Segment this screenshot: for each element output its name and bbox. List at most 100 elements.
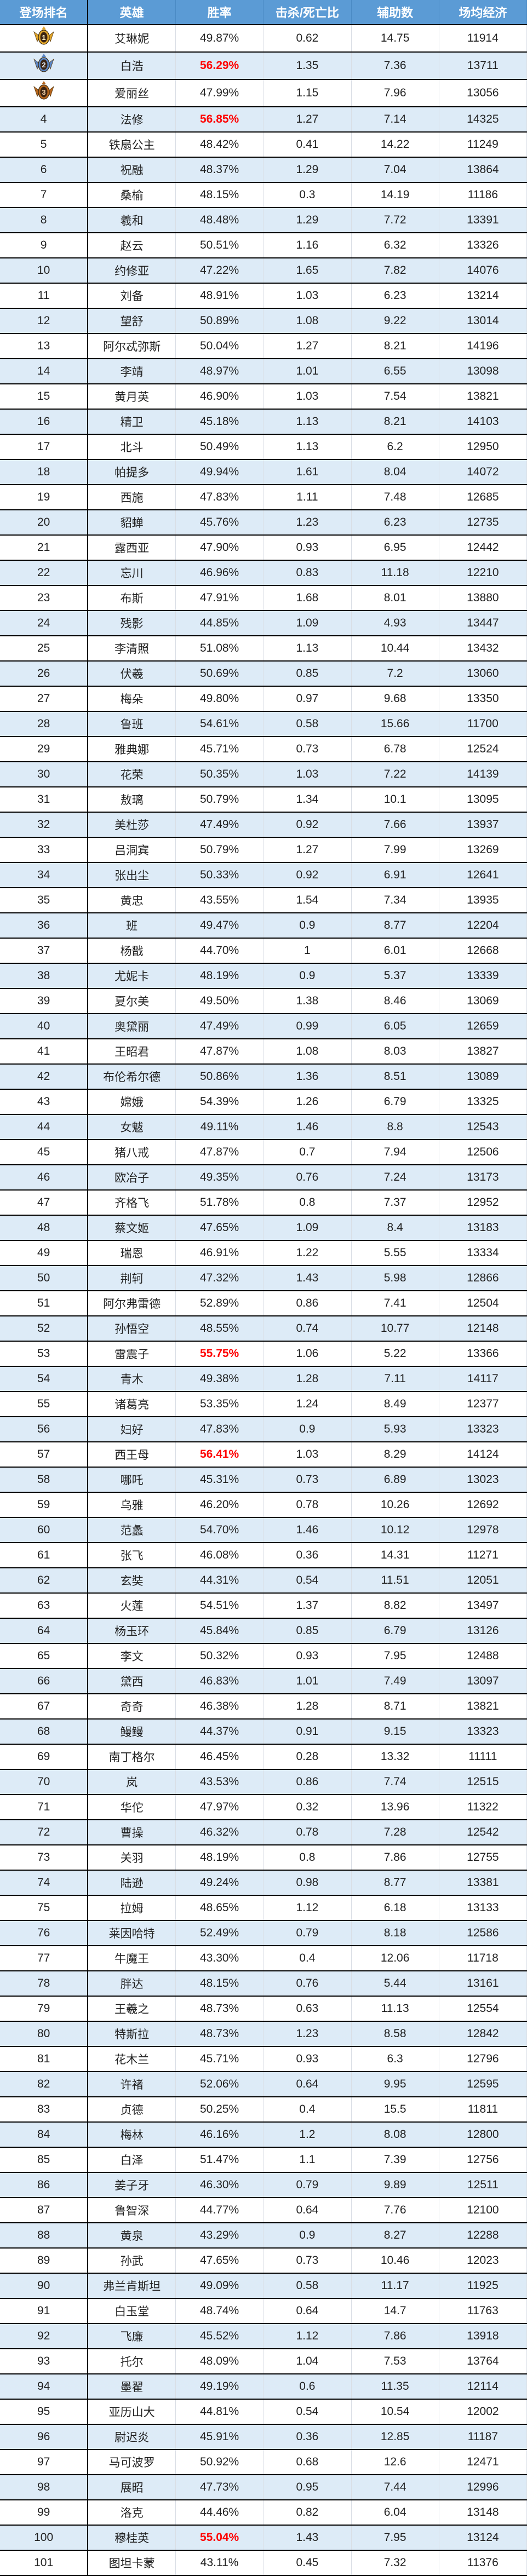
kda-cell: 0.54 [263,2399,352,2424]
rank-cell: 81 [0,2046,89,2072]
header-assists[interactable]: 辅助数 [351,0,439,25]
rank-cell: 5 [0,131,89,157]
economy-cell: 13381 [439,1870,527,1895]
hero-cell: 阿尔忒弥斯 [88,333,176,359]
hero-cell: 齐格飞 [88,1189,176,1215]
table-row: 41 王昭君 47.87% 1.08 8.03 13827 [0,1038,527,1064]
header-win-rate[interactable]: 胜率 [175,0,264,25]
assists-cell: 14.75 [351,24,439,52]
economy-cell: 11763 [439,2298,527,2324]
assists-cell: 6.05 [351,1013,439,1039]
economy-cell: 11249 [439,131,527,157]
kda-cell: 1.03 [263,1441,352,1467]
kda-cell: 1.01 [263,358,352,384]
economy-cell: 13821 [439,1693,527,1719]
rank-cell: 52 [0,1315,89,1341]
economy-cell: 14325 [439,106,527,132]
kda-cell: 1.24 [263,1391,352,1417]
win-rate-cell: 46.32% [175,1819,264,1845]
rank-cell: 79 [0,1996,89,2021]
hero-cell: 羲和 [88,207,176,233]
economy-cell: 13323 [439,1416,527,1442]
win-rate-cell: 47.91% [175,585,264,611]
win-rate-cell: 48.15% [175,1970,264,1996]
economy-cell: 13937 [439,812,527,837]
win-rate-cell: 50.86% [175,1063,264,1089]
win-rate-cell: 47.32% [175,1265,264,1291]
hero-cell: 敖璃 [88,786,176,812]
kda-cell: 0.62 [263,24,352,52]
assists-cell: 9.15 [351,1718,439,1744]
rank-cell: 74 [0,1870,89,1895]
assists-cell: 9.89 [351,2172,439,2198]
table-row: 31 敖璃 50.79% 1.34 10.1 13095 [0,786,527,812]
kda-cell: 1.12 [263,2323,352,2349]
header-hero[interactable]: 英雄 [88,0,176,25]
hero-cell: 欧冶子 [88,1164,176,1190]
kda-cell: 0.9 [263,912,352,938]
rank-cell: 69 [0,1744,89,1769]
hero-cell: 展昭 [88,2474,176,2500]
rank-cell: 93 [0,2348,89,2374]
win-rate-cell: 48.19% [175,1844,264,1870]
assists-cell: 7.14 [351,106,439,132]
table-row: 86 姜子牙 46.30% 0.79 9.89 12511 [0,2172,527,2198]
rank-cell: 62 [0,1567,89,1593]
kda-cell: 1.13 [263,635,352,661]
win-rate-cell: 43.29% [175,2222,264,2248]
win-rate-cell: 47.83% [175,1416,264,1442]
assists-cell: 12.85 [351,2424,439,2450]
header-economy[interactable]: 场均经济 [439,0,527,25]
kda-cell: 0.68 [263,2449,352,2475]
assists-cell: 5.44 [351,1970,439,1996]
win-rate-cell: 46.16% [175,2121,264,2147]
kda-cell: 1.11 [263,484,352,510]
assists-cell: 8.08 [351,2121,439,2147]
rank-cell: 55 [0,1391,89,1417]
table-row: 92 飞廉 45.52% 1.12 7.86 13918 [0,2323,527,2349]
win-rate-cell: 46.30% [175,2172,264,2198]
rank-cell: 101 [0,2550,89,2576]
hero-cell: 雅典娜 [88,736,176,762]
header-rank[interactable]: 登场排名 [0,0,89,25]
hero-cell: 铁扇公主 [88,131,176,157]
assists-cell: 9.22 [351,308,439,334]
rank-cell: 91 [0,2298,89,2324]
table-row: 20 貂蝉 45.76% 1.23 6.23 12735 [0,509,527,535]
economy-cell: 12114 [439,2373,527,2399]
header-kda[interactable]: 击杀/死亡比 [263,0,352,25]
hero-cell: 张出尘 [88,862,176,888]
rank-cell: 97 [0,2449,89,2475]
win-rate-cell: 52.06% [175,2071,264,2097]
rank-cell: 38 [0,963,89,988]
economy-cell: 12755 [439,1844,527,1870]
win-rate-cell: 46.08% [175,1542,264,1568]
kda-cell: 0.92 [263,812,352,837]
table-row: 24 残影 44.85% 1.09 4.93 13447 [0,610,527,636]
economy-cell: 14196 [439,333,527,359]
hero-cell: 飞廉 [88,2323,176,2349]
win-rate-cell: 47.87% [175,1139,264,1165]
assists-cell: 6.3 [351,2046,439,2072]
hero-cell: 班 [88,912,176,938]
economy-cell: 12524 [439,736,527,762]
economy-cell: 11111 [439,1744,527,1769]
win-rate-cell: 48.48% [175,207,264,233]
assists-cell: 7.28 [351,1819,439,1845]
kda-cell: 0.8 [263,1844,352,1870]
economy-cell: 14103 [439,409,527,434]
table-row: 72 曹操 46.32% 0.78 7.28 12542 [0,1819,527,1845]
hero-cell: 墨翟 [88,2373,176,2399]
table-row: 22 忘川 46.96% 0.83 11.18 12210 [0,560,527,585]
hero-cell: 花荣 [88,761,176,787]
rank-cell: 58 [0,1467,89,1492]
win-rate-cell: 46.38% [175,1693,264,1719]
rank-cell: 77 [0,1945,89,1971]
economy-cell: 13023 [439,1467,527,1492]
table-row: 53 雷震子 55.75% 1.06 5.22 13366 [0,1341,527,1366]
kda-cell: 1.28 [263,1693,352,1719]
table-row: 47 齐格飞 51.78% 0.8 7.37 12952 [0,1189,527,1215]
win-rate-cell: 53.35% [175,1391,264,1417]
rank-cell: 31 [0,786,89,812]
hero-cell: 孙悟空 [88,1315,176,1341]
